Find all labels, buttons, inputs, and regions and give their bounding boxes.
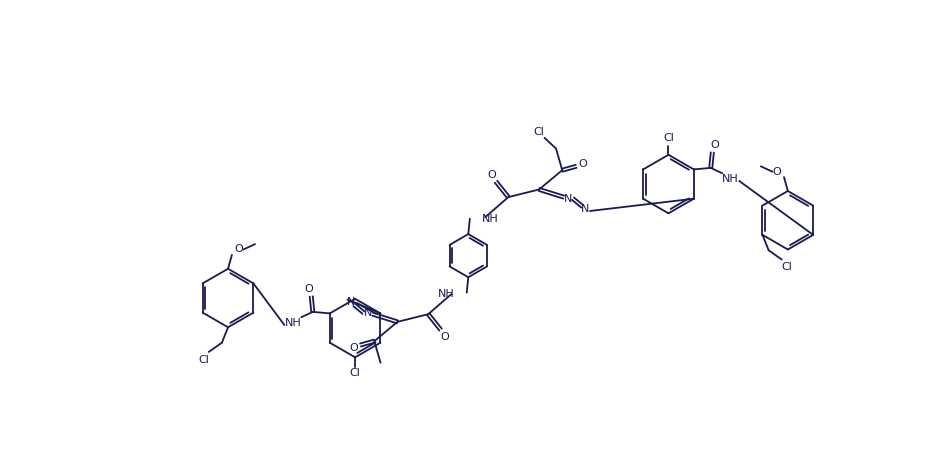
Text: NH: NH (285, 318, 302, 328)
Text: O: O (579, 159, 587, 169)
Text: Cl: Cl (198, 355, 209, 365)
Text: O: O (349, 343, 358, 353)
Text: Cl: Cl (533, 127, 544, 137)
Text: N: N (581, 204, 589, 214)
Text: O: O (234, 245, 243, 255)
Text: O: O (772, 167, 782, 177)
Text: NH: NH (722, 174, 738, 184)
Text: O: O (710, 140, 719, 150)
Text: N: N (364, 308, 373, 318)
Text: Cl: Cl (350, 368, 361, 378)
Text: Cl: Cl (663, 133, 674, 143)
Text: NH: NH (438, 289, 454, 299)
Text: Cl: Cl (782, 262, 793, 272)
Text: NH: NH (482, 214, 499, 224)
Text: O: O (304, 284, 314, 294)
Text: O: O (440, 332, 449, 342)
Text: N: N (564, 194, 573, 204)
Text: O: O (487, 170, 497, 180)
Text: N: N (347, 297, 355, 307)
